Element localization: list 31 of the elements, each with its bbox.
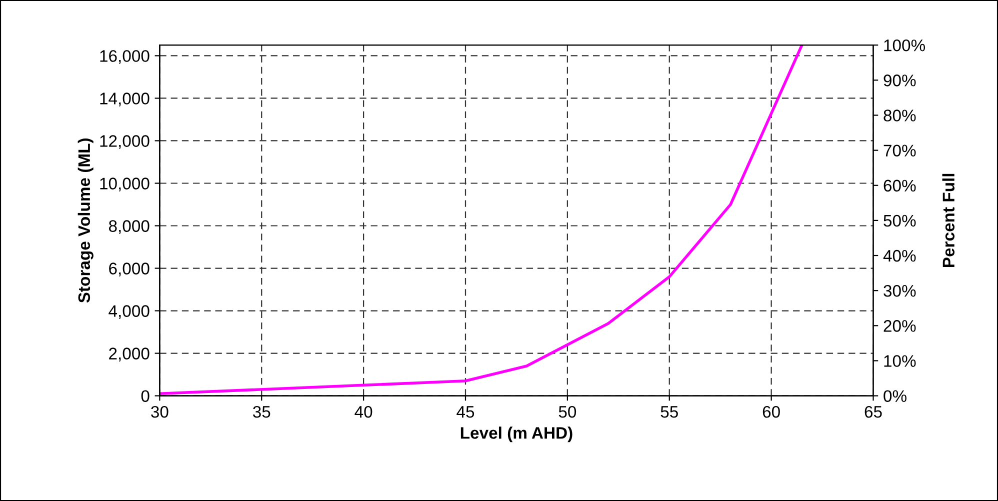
x-tick-label: 45 (456, 406, 474, 418)
y2-tick-label: 20% (884, 320, 916, 332)
x-tick-label: 35 (252, 406, 270, 418)
y2-tick-label: 70% (884, 144, 916, 157)
x-tick-label: 50 (558, 406, 576, 418)
y-tick-label: 2,000 (109, 348, 150, 362)
y2-axis-title: Percent Full (942, 174, 955, 268)
y2-tick-label: 90% (884, 74, 916, 86)
y2-tick-label: 40% (883, 250, 916, 262)
y2-tick-label: 0% (884, 390, 906, 402)
x-tick-label: 65 (864, 406, 882, 418)
x-tick-label: 55 (660, 406, 678, 418)
y2-tick-label: 30% (884, 284, 916, 297)
x-tick-label: 60 (762, 406, 780, 418)
y-tick-label: 16,000 (100, 50, 150, 64)
y2-tick-label: 80% (884, 110, 916, 122)
y-tick-label: 0 (141, 390, 150, 402)
y-tick-label: 14,000 (100, 92, 150, 106)
y2-tick-label: 100% (884, 39, 926, 52)
y-tick-label: 12,000 (100, 135, 150, 149)
y2-tick-label: 10% (884, 355, 916, 367)
y2-tick-label: 60% (884, 180, 916, 192)
y-tick-label: 6,000 (109, 262, 150, 276)
y-tick-label: 8,000 (108, 220, 150, 234)
y-tick-label: 10,000 (100, 178, 150, 192)
y-tick-label: 4,000 (108, 305, 150, 319)
x-tick-label: 30 (151, 406, 168, 418)
y-axis-title: Storage Volume (ML) (78, 138, 94, 303)
x-axis-title: Level (m AHD) (460, 426, 572, 442)
x-tick-label: 40 (354, 406, 372, 418)
y2-tick-label: 50% (884, 214, 916, 227)
